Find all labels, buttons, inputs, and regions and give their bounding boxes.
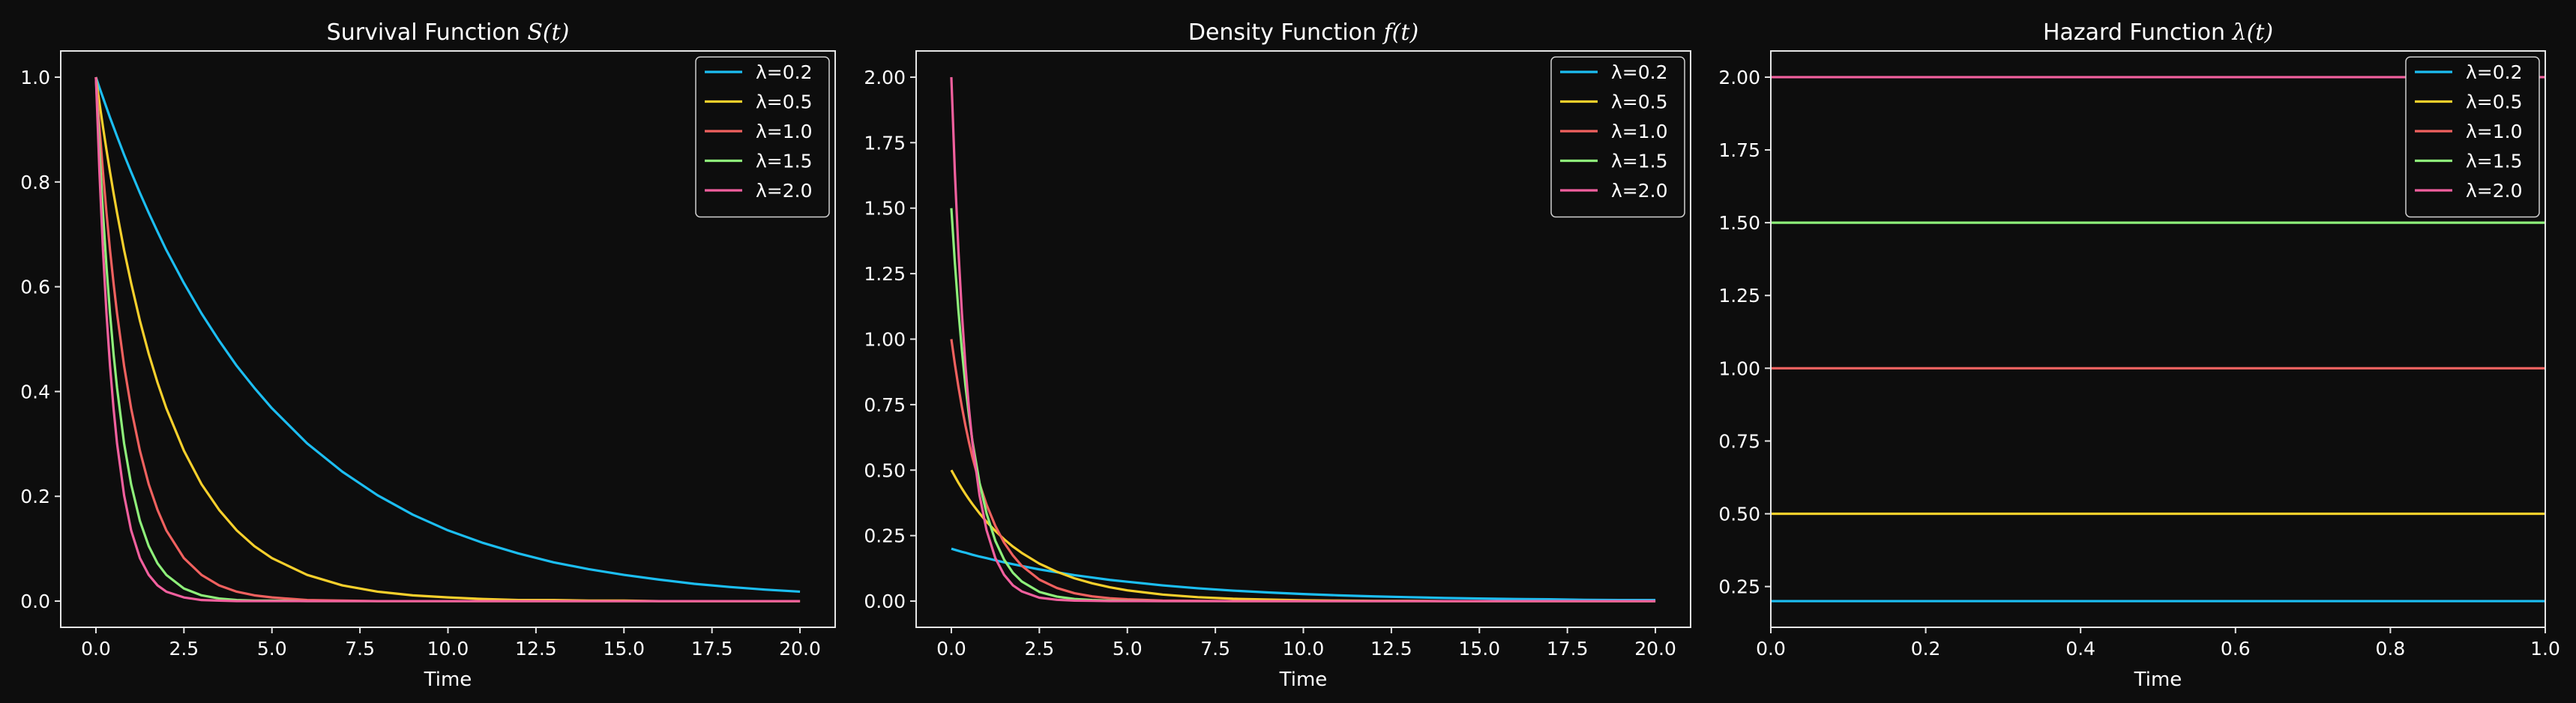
x-tick-label: 7.5 [345,638,375,660]
x-tick-label: 17.5 [691,638,733,660]
x-tick-label: 7.5 [1200,638,1230,660]
y-tick-label: 1.75 [1718,139,1760,161]
series-line-1 [94,76,801,594]
legend: λ=0.2 λ=0.5 λ=1.0 λ=1.5 λ=2.0 [1550,56,1685,218]
x-tick-label: 0.4 [2065,638,2095,660]
y-tick-label: 1.00 [1718,357,1760,379]
legend: λ=0.2 λ=0.5 λ=1.0 λ=1.5 λ=2.0 [2405,56,2540,218]
x-axis-label: Time [424,669,472,691]
y-tick-label: 0.50 [864,459,906,481]
y-tick-label: 0.2 [20,486,50,507]
chart-title: Density Function f(t) [1188,19,1418,46]
y-tick-label: 1.00 [864,329,906,351]
legend-entry-5: λ=2.0 [1611,180,1668,202]
series-line-5 [950,76,1656,603]
x-tick-label: 2.5 [1024,638,1054,660]
y-tick-label: 0.8 [20,172,50,193]
legend-box [1550,56,1685,218]
x-tick-label: 0.2 [1911,638,1941,660]
y-tick-label: 0.25 [1718,576,1760,598]
y-tick-label: 1.75 [864,132,906,154]
x-tick-label: 0.6 [2221,638,2251,660]
x-tick-label: 5.0 [1113,638,1143,660]
y-tick-label: 1.0 [20,67,50,88]
legend-entry-4: λ=1.5 [2466,151,2523,172]
legend-entry-4: λ=1.5 [756,151,813,172]
x-tick-label: 20.0 [1634,638,1676,660]
y-tick-label: 0.50 [1718,504,1760,525]
y-tick-label: 0.00 [864,591,906,612]
y-tick-label: 0.0 [20,591,50,612]
y-tick-label: 0.4 [20,381,50,402]
x-tick-label: 10.0 [1283,638,1325,660]
legend-entry-2: λ=0.5 [1611,91,1668,113]
chart-title-math: f(t) [1382,19,1419,46]
axes-frame [1770,50,2546,628]
chart-title-text: Density Function [1188,19,1384,46]
legend-entry-1: λ=0.2 [2466,61,2523,83]
chart-panel-3: 0.0 0.2 0.4 0.6 0.8 1.0 0.25 0.50 0.75 1.00 1.25 1.… [1718,19,2560,691]
chart-title-text: Hazard Function [2043,19,2233,46]
x-tick-label: 5.0 [257,638,287,660]
chart-title-math: S(t) [527,19,569,46]
series-line-1 [951,547,1656,602]
legend-entry-2: λ=0.5 [756,91,813,113]
y-tick-label: 1.25 [1718,285,1760,307]
legend-entry-1: λ=0.2 [756,61,813,83]
chart-panel-1: 0.0 2.5 5.0 7.5 10.0 12.5 15.0 17.5 20.0 0.0 0.2 0.… [20,19,836,691]
x-tick-label: 17.5 [1547,638,1589,660]
y-tick-label: 0.75 [1718,430,1760,452]
y-tick-label: 1.25 [864,263,906,285]
legend-entry-3: λ=1.0 [756,121,813,142]
x-tick-label: 2.5 [169,638,199,660]
x-tick-label: 0.8 [2376,638,2406,660]
y-tick-label: 0.75 [864,394,906,416]
x-tick-label: 1.0 [2530,638,2560,660]
chart-panel-2: 0.0 2.5 5.0 7.5 10.0 12.5 15.0 17.5 20.0 0.00 0.25… [864,19,1691,691]
y-tick-label: 1.50 [1718,212,1760,234]
x-axis-label: Time [2134,669,2182,691]
y-tick-label: 0.6 [20,277,50,298]
x-tick-label: 15.0 [603,638,645,660]
x-axis-label: Time [1279,669,1328,691]
y-tick-label: 1.50 [864,198,906,220]
legend-entry-4: λ=1.5 [1611,151,1668,172]
legend-entry-5: λ=2.0 [2466,180,2523,202]
legend: λ=0.2 λ=0.5 λ=1.0 λ=1.5 λ=2.0 [695,56,830,218]
chart-title: Survival Function S(t) [327,19,570,46]
x-tick-label: 0.0 [936,638,966,660]
chart-title-text: Survival Function [327,19,528,46]
legend-entry-1: λ=0.2 [1611,61,1668,83]
chart-title-math: λ(t) [2232,19,2273,46]
x-tick-label: 0.0 [81,638,111,660]
legend-entry-5: λ=2.0 [756,180,813,202]
x-tick-label: 15.0 [1458,638,1500,660]
legend-box [695,56,830,218]
series-group [94,76,801,603]
x-tick-label: 12.5 [515,638,557,660]
y-tick-label: 2.00 [864,67,906,88]
y-tick-label: 2.00 [1718,67,1760,88]
x-tick-label: 0.0 [1756,638,1786,660]
legend-entry-2: λ=0.5 [2466,91,2523,113]
x-tick-label: 10.0 [427,638,469,660]
y-tick-label: 0.25 [864,525,906,547]
chart-title: Hazard Function λ(t) [2043,19,2273,46]
legend-box [2405,56,2540,218]
legend-entry-3: λ=1.0 [1611,121,1668,142]
series-group [950,76,1656,603]
x-tick-label: 20.0 [779,638,821,660]
legend-entry-3: λ=1.0 [2466,121,2523,142]
series-line-5 [94,76,801,603]
x-tick-label: 12.5 [1370,638,1412,660]
